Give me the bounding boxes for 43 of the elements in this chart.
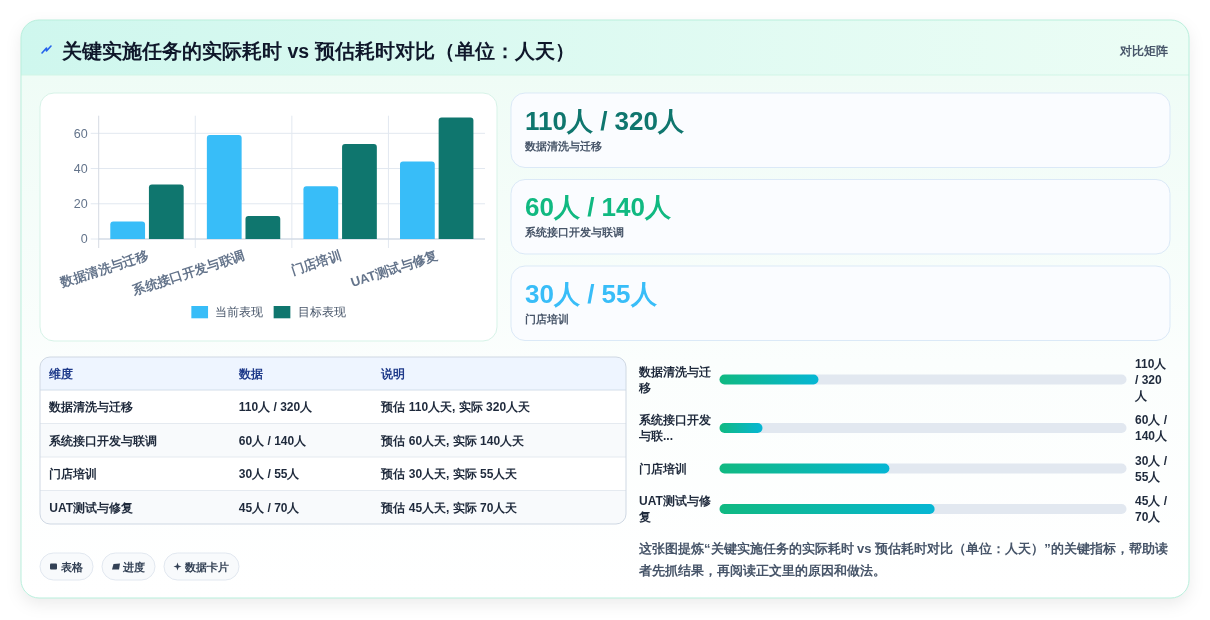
- y-tick: 40: [73, 161, 88, 176]
- badge-label: 表格: [61, 560, 83, 573]
- x-tick: UAT测试与修复: [348, 247, 440, 290]
- card-label: 系统接口开发与联调: [525, 226, 624, 238]
- y-tick: 0: [80, 232, 88, 247]
- table-cell: 预估 45人天, 实际 70人天: [381, 500, 518, 515]
- table-cell: UAT测试与修复: [49, 500, 134, 515]
- row-label: 30人 / 55人: [1135, 453, 1167, 484]
- card-value: 30人 / 55人: [525, 278, 657, 309]
- card-value: 110人 / 320人: [525, 105, 684, 136]
- card-value: 60人 / 140人: [525, 192, 671, 222]
- table-cell: 110人 / 320人: [238, 400, 313, 415]
- table-header: 说明: [381, 366, 406, 381]
- legend-label: 当前表现: [215, 305, 264, 320]
- table-cell: 45人 / 70人: [238, 500, 300, 515]
- table-cell: 60人 / 140人: [238, 433, 307, 448]
- table-cell: 门店培训: [49, 467, 98, 482]
- row-label: 45人 / 70人: [1135, 494, 1167, 525]
- category: 门店培训: [639, 461, 687, 476]
- row-label: 60人 / 140人: [1135, 413, 1168, 444]
- card-label: 数据清洗与迁移: [525, 139, 602, 152]
- category: 数据清洗与迁移: [639, 364, 711, 395]
- badge-label: 进度: [123, 560, 145, 573]
- row-label: 110人 / 320人: [1135, 356, 1167, 403]
- category: UAT测试与修复: [639, 494, 711, 525]
- category: 系统接口开发与联...: [639, 413, 711, 444]
- table-header: 数据: [238, 366, 263, 381]
- table-cell: 预估 110人天, 实际 320人天: [381, 400, 531, 415]
- table-cell: 系统接口开发与联调: [49, 433, 158, 448]
- y-tick: 20: [73, 197, 88, 212]
- card-label: 门店培训: [525, 312, 569, 325]
- legend-label: 目标表现: [297, 305, 346, 320]
- table-cell: 数据清洗与迁移: [49, 400, 134, 415]
- subtitle: 对比矩阵: [1120, 44, 1168, 58]
- note: 这张图提炼“关键实施任务的实际耗时 vs 预估耗时对比（单位：人天）”的关键指标，帮助读者先抓结果，再阅读正文里的原因和做法。: [639, 540, 1168, 578]
- title: 关键实施任务的实际耗时 vs 预估耗时对比（单位：人天）: [62, 40, 575, 62]
- y-tick: 60: [73, 126, 88, 141]
- table-cell: 预估 60人天, 实际 140人天: [381, 433, 525, 448]
- table-cell: 预估 30人天, 实际 55人天: [381, 467, 518, 482]
- badge-label: 数据卡片: [185, 560, 229, 573]
- x-tick: 门店培训: [288, 247, 344, 278]
- table-header: 维度: [49, 366, 74, 381]
- table-cell: 30人 / 55人: [238, 467, 300, 482]
